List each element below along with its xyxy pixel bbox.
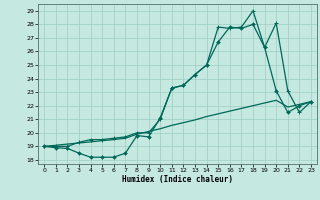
X-axis label: Humidex (Indice chaleur): Humidex (Indice chaleur) bbox=[122, 175, 233, 184]
